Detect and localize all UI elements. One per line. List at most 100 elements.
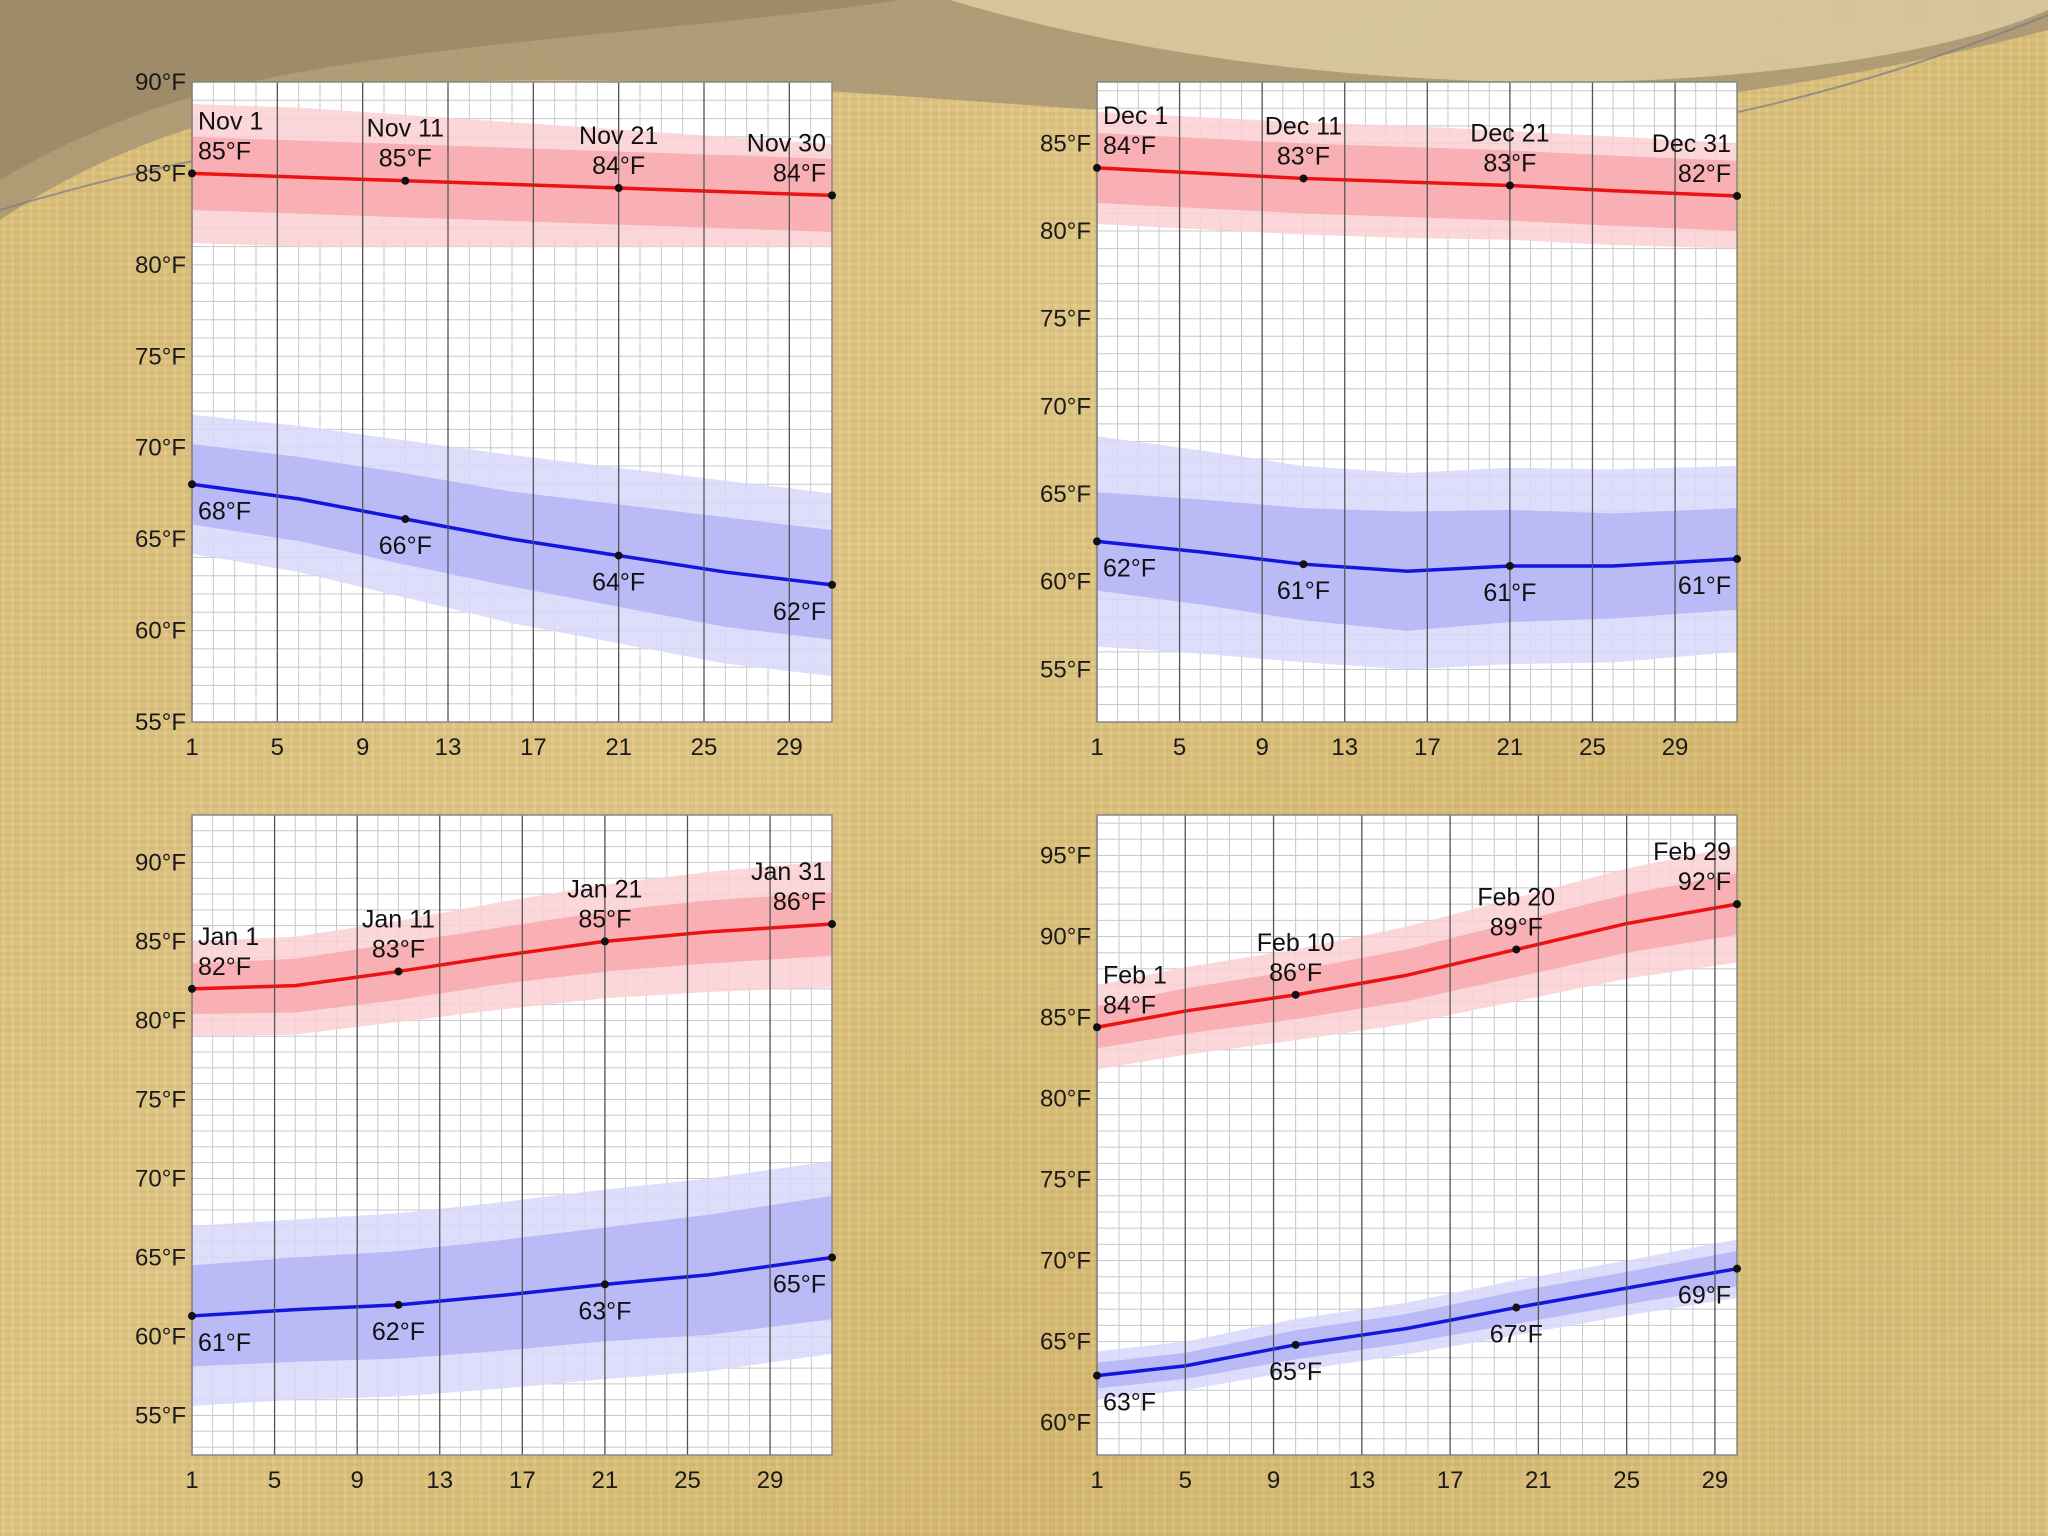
x-tick-label: 13 [1348, 1467, 1375, 1494]
annotation-temp: 84°F [1103, 991, 1156, 1019]
x-tick-label: 17 [509, 1467, 536, 1494]
low-band-inner [192, 444, 832, 640]
annotation-dot [188, 169, 196, 178]
annotation-date: Nov 1 [198, 107, 263, 135]
annotation-dot [1299, 174, 1308, 183]
y-tick-label: 90°F [135, 69, 186, 96]
annotation-dot [600, 1280, 609, 1289]
annotation-dot [394, 1300, 403, 1309]
annotation-temp: 61°F [1277, 577, 1330, 605]
chart-november: 90°F 85°F 80°F 75°F 70°F 65°F 60°F 55°F 1 5 9 13 17 2… [135, 69, 836, 761]
annotation-temp: 69°F [1678, 1282, 1731, 1310]
annotation-temp: 67°F [1490, 1321, 1543, 1349]
x-tick-label: 5 [271, 734, 284, 761]
x-tick-label: 13 [435, 734, 462, 761]
y-tick-label: 80°F [1040, 218, 1091, 245]
annotation-date: Jan 31 [751, 858, 826, 886]
annotation-temp: 82°F [198, 953, 251, 981]
annotation-date: Dec 21 [1470, 119, 1549, 147]
y-tick-label: 90°F [1040, 924, 1091, 951]
annotation-date: Jan 1 [198, 923, 259, 951]
x-tick-label: 29 [1702, 1467, 1729, 1494]
chart-december: 85°F 80°F 75°F 70°F 65°F 60°F 55°F 1 5 9 13 17 21 25 2… [1040, 81, 1741, 761]
annotation-temp: 84°F [592, 152, 645, 180]
annotation-dot [828, 1253, 836, 1262]
y-tick-label: 65°F [1040, 1329, 1091, 1356]
y-tick-label: 55°F [1040, 656, 1091, 683]
x-tick-label: 9 [356, 734, 369, 761]
y-tick-label: 90°F [135, 849, 186, 876]
annotation-date: Nov 21 [579, 122, 658, 150]
annotation-dot [188, 1311, 196, 1320]
y-tick-label: 75°F [135, 1086, 186, 1113]
x-tick-label: 29 [757, 1467, 784, 1494]
annotation-temp: 84°F [773, 159, 826, 187]
annotation-dot [1291, 1340, 1300, 1349]
y-tick-label: 70°F [1040, 1248, 1091, 1275]
low-band-inner [192, 1195, 832, 1367]
annotation-dot [1733, 1264, 1741, 1273]
x-tick-label: 29 [776, 734, 803, 761]
annotation-date: Dec 31 [1652, 130, 1731, 158]
annotation-date: Feb 20 [1477, 883, 1555, 911]
annotation-temp: 61°F [198, 1329, 251, 1357]
annotation-dot [600, 937, 609, 946]
y-tick-label: 60°F [135, 1323, 186, 1350]
annotation-dot [1733, 900, 1741, 909]
chart-january: 90°F 85°F 80°F 75°F 70°F 65°F 60°F 55°F 1 5 9 13 17 2… [135, 814, 836, 1494]
x-tick-label: 9 [350, 1467, 363, 1494]
annotation-dot [1093, 537, 1101, 546]
low-band-inner [1097, 492, 1737, 631]
annotation-temp: 65°F [1269, 1358, 1322, 1386]
plot-border [1096, 81, 1738, 723]
annotation-temp: 61°F [1483, 579, 1536, 607]
annotation-date: Dec 11 [1265, 112, 1342, 140]
annotation-dot [401, 515, 410, 524]
annotation-dot [828, 920, 836, 929]
x-tick-label: 17 [1414, 734, 1441, 761]
annotation-dot [1505, 181, 1514, 190]
x-tick-label: 21 [592, 1467, 619, 1494]
x-tick-label: 25 [674, 1467, 701, 1494]
chart-february: 95°F 90°F 85°F 80°F 75°F 70°F 65°F 60°F 1 5 9 13 17 2… [1040, 814, 1741, 1494]
annotation-dot [394, 967, 403, 976]
x-tick-label: 25 [691, 734, 718, 761]
annotation-temp: 63°F [1103, 1389, 1156, 1417]
y-tick-label: 55°F [135, 1402, 186, 1429]
chart-svg: 90°F85°F80°F75°F70°F65°F60°F55°F1 5 9 13 17 2… [135, 69, 836, 761]
annotation-dot [1093, 1371, 1101, 1380]
x-tick-label: 1 [1090, 734, 1103, 761]
x-tick-label: 25 [1579, 734, 1606, 761]
annotation-temp: 83°F [1483, 149, 1536, 177]
annotation-temp: 86°F [773, 888, 826, 916]
y-tick-label: 95°F [1040, 843, 1091, 870]
annotation-temp: 62°F [372, 1318, 425, 1346]
y-tick-label: 65°F [135, 1244, 186, 1271]
annotation-dot [1733, 554, 1741, 563]
annotation-temp: 66°F [379, 532, 432, 560]
high-temp-line [1096, 166, 1738, 198]
annotation-temp: 64°F [592, 569, 645, 597]
low-band-inner [1097, 1250, 1737, 1389]
annotation-temp: 63°F [578, 1297, 631, 1325]
annotation-dot [1512, 1303, 1521, 1312]
y-tick-label: 85°F [135, 928, 186, 955]
annotation-temp: 84°F [1103, 132, 1156, 160]
x-tick-label: 9 [1267, 1467, 1280, 1494]
annotation-date: Dec 1 [1103, 102, 1168, 130]
chart-svg: 90°F85°F80°F75°F70°F65°F60°F55°F1 5 9 13 17 2… [135, 814, 836, 1494]
plot-border [191, 814, 833, 1456]
annotation-dot [1093, 163, 1101, 172]
x-tick-label: 17 [520, 734, 547, 761]
x-tick-label: 5 [1173, 734, 1186, 761]
annotation-dot [188, 480, 196, 489]
annotation-temp: 83°F [1277, 142, 1330, 170]
annotation-date: Nov 11 [367, 115, 444, 143]
annotation-temp: 62°F [773, 598, 826, 626]
x-tick-label: 29 [1662, 734, 1689, 761]
y-tick-label: 60°F [1040, 1410, 1091, 1437]
chart-svg: 85°F 80°F 75°F 70°F 65°F 60°F 55°F 1 5 9 13 17 21 25 2… [1040, 81, 1741, 761]
annotation-temp: 83°F [372, 935, 425, 963]
x-tick-label: 25 [1613, 1467, 1640, 1494]
y-tick-label: 75°F [1040, 306, 1091, 333]
